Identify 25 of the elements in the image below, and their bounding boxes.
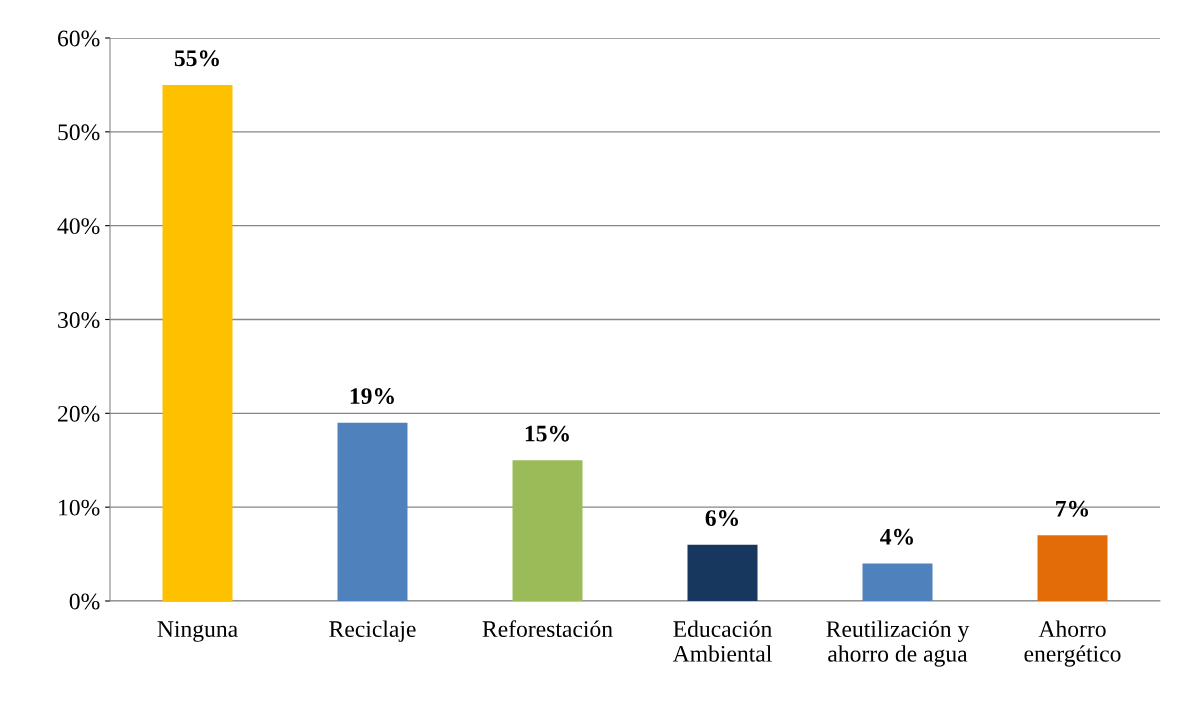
data-label: 4% bbox=[880, 528, 913, 545]
bar bbox=[162, 84, 233, 601]
y-tick-label: 0% bbox=[69, 593, 100, 610]
bar bbox=[337, 422, 408, 601]
data-label: 55% bbox=[174, 50, 219, 67]
bar bbox=[1037, 535, 1108, 601]
data-label: 6% bbox=[705, 510, 738, 527]
x-tick-label: Ahorro energético bbox=[1024, 620, 1121, 667]
x-tick-label: Reutilización y ahorro de agua bbox=[826, 620, 970, 667]
bar bbox=[862, 563, 933, 601]
y-tick-label: 40% bbox=[57, 218, 100, 235]
bar bbox=[687, 544, 758, 601]
x-tick-label: Educación Ambiental bbox=[672, 620, 772, 662]
data-label: 15% bbox=[525, 425, 569, 442]
y-tick-label: 10% bbox=[59, 499, 100, 516]
y-tick-label: 20% bbox=[58, 405, 100, 422]
bar bbox=[512, 460, 583, 601]
y-tick-label: 50% bbox=[58, 124, 100, 141]
y-tick-label: 30% bbox=[58, 311, 100, 328]
x-tick-label: Ninguna bbox=[157, 621, 238, 642]
x-tick-label: Reforestación bbox=[482, 620, 613, 638]
data-label: 7% bbox=[1056, 500, 1088, 517]
data-label: 19% bbox=[350, 388, 394, 405]
x-tick-label: Reciclaje bbox=[329, 620, 416, 642]
y-tick-label: 60% bbox=[58, 30, 100, 47]
